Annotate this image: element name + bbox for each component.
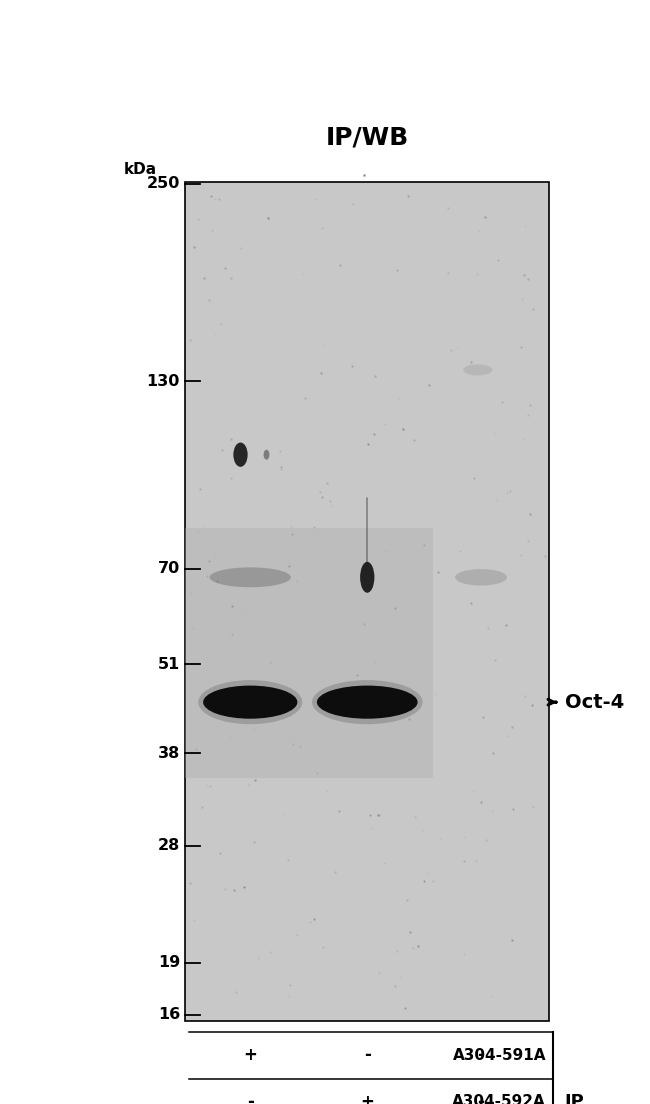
Text: 70: 70 xyxy=(158,561,180,576)
Ellipse shape xyxy=(455,569,507,585)
Ellipse shape xyxy=(312,680,422,724)
Text: A304-592A: A304-592A xyxy=(452,1094,546,1104)
Text: 130: 130 xyxy=(147,374,180,389)
Text: +: + xyxy=(360,1093,374,1104)
Ellipse shape xyxy=(264,449,270,459)
Ellipse shape xyxy=(360,562,374,593)
Text: A304-591A: A304-591A xyxy=(452,1048,546,1063)
Ellipse shape xyxy=(209,567,291,587)
Bar xyxy=(185,182,549,1021)
Ellipse shape xyxy=(233,443,248,467)
Text: 250: 250 xyxy=(147,177,180,191)
Ellipse shape xyxy=(317,686,417,719)
Text: 19: 19 xyxy=(158,955,180,970)
Text: 51: 51 xyxy=(158,657,180,672)
Text: IP: IP xyxy=(564,1093,584,1104)
Text: 16: 16 xyxy=(158,1007,180,1022)
Text: -: - xyxy=(478,1093,484,1104)
Text: -: - xyxy=(247,1093,254,1104)
Text: 28: 28 xyxy=(158,838,180,853)
Text: Oct-4: Oct-4 xyxy=(566,692,625,712)
Bar xyxy=(185,528,433,778)
Ellipse shape xyxy=(198,680,302,724)
Text: kDa: kDa xyxy=(124,161,157,177)
Text: IP/WB: IP/WB xyxy=(326,125,409,149)
Ellipse shape xyxy=(203,686,298,719)
Text: -: - xyxy=(478,1047,484,1064)
Text: 38: 38 xyxy=(158,746,180,761)
Ellipse shape xyxy=(463,364,493,375)
Text: +: + xyxy=(243,1047,257,1064)
Text: -: - xyxy=(364,1047,370,1064)
